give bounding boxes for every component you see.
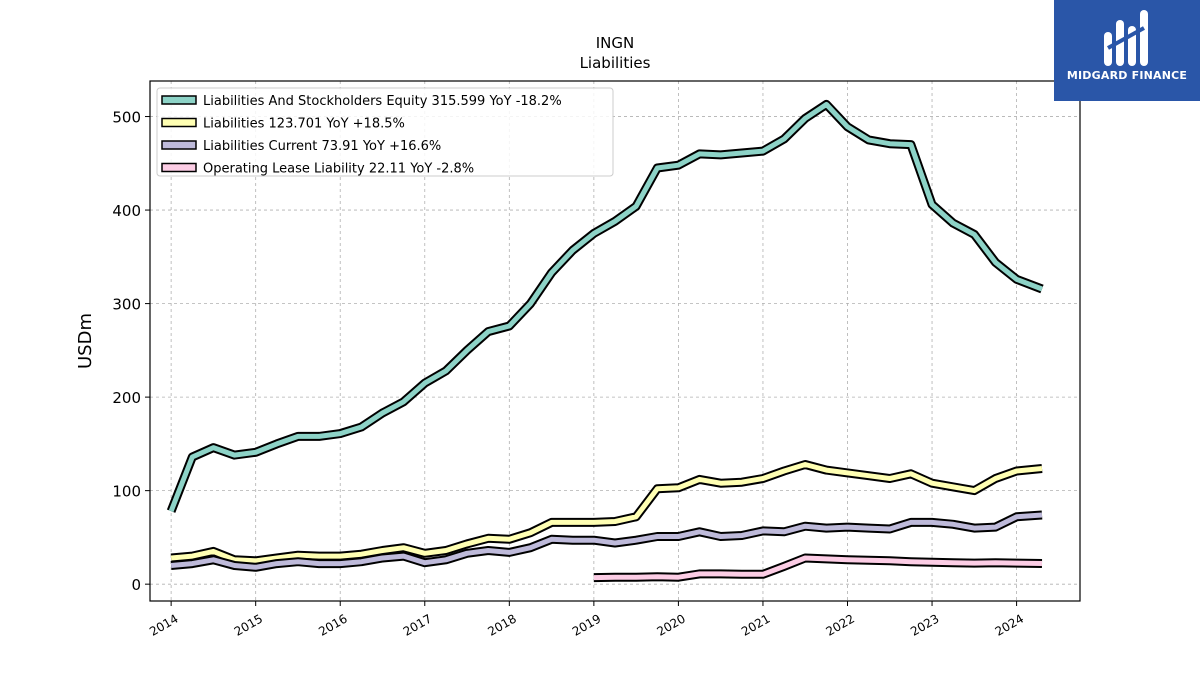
legend: Liabilities And Stockholders Equity 315.… [156,87,614,177]
series-line [168,101,1043,513]
legend-box [156,87,614,177]
x-tick-label: 2015 [232,611,265,638]
series-line [170,462,1043,564]
y-tick-label: 400 [112,202,141,220]
legend-label: Operating Lease Liability 22.11 YoY -2.8… [203,162,474,177]
x-tick-label: 2023 [908,611,941,638]
x-tick-label: 2022 [824,611,857,638]
y-axis-ticks: 0 100 200 300 400 500 [112,109,150,594]
series-operating-lease-liability [593,553,1043,583]
series-line [170,512,1043,570]
y-tick-label: 100 [112,483,141,501]
x-tick-label: 2018 [485,611,518,638]
legend-label: Liabilities And Stockholders Equity 315.… [203,94,562,109]
legend-swatch [161,140,197,150]
x-tick-label: 2021 [739,611,772,638]
series-layer [166,99,1044,583]
series-liabilities-current [170,510,1043,572]
chart-title: INGN [596,34,635,52]
legend-label: Liabilities Current 73.91 YoY +16.6% [203,139,441,154]
brand-name: MIDGARD FINANCE [1066,69,1188,82]
midgard-logo-icon [1104,10,1148,66]
x-tick-label: 2020 [654,611,687,638]
brand-logo: MIDGARD FINANCE [1054,0,1200,101]
series-line [593,555,1043,581]
x-axis-ticks: 2014 2015 2016 2017 2018 2019 2020 2021 2022 2023… [147,601,1026,639]
legend-label: Liabilities 123.701 YoY +18.5% [203,117,405,132]
legend-swatch [161,95,197,105]
chart-subtitle: Liabilities [580,54,651,72]
plot-frame [149,80,1081,602]
x-tick-label: 2016 [316,611,349,638]
y-axis-label: USDm [75,313,96,369]
y-tick-label: 300 [112,296,141,314]
x-tick-label: 2017 [401,611,434,638]
x-tick-label: 2014 [147,611,180,638]
y-tick-label: 200 [112,389,141,407]
legend-swatch [161,117,197,128]
y-tick-label: 0 [131,576,141,594]
y-tick-label: 500 [112,109,141,127]
series-liabilities-and-stockholders-equity [166,99,1044,513]
legend-swatch [161,162,197,173]
x-tick-label: 2019 [570,611,603,638]
x-tick-label: 2024 [993,611,1026,638]
series-liabilities [170,460,1043,566]
